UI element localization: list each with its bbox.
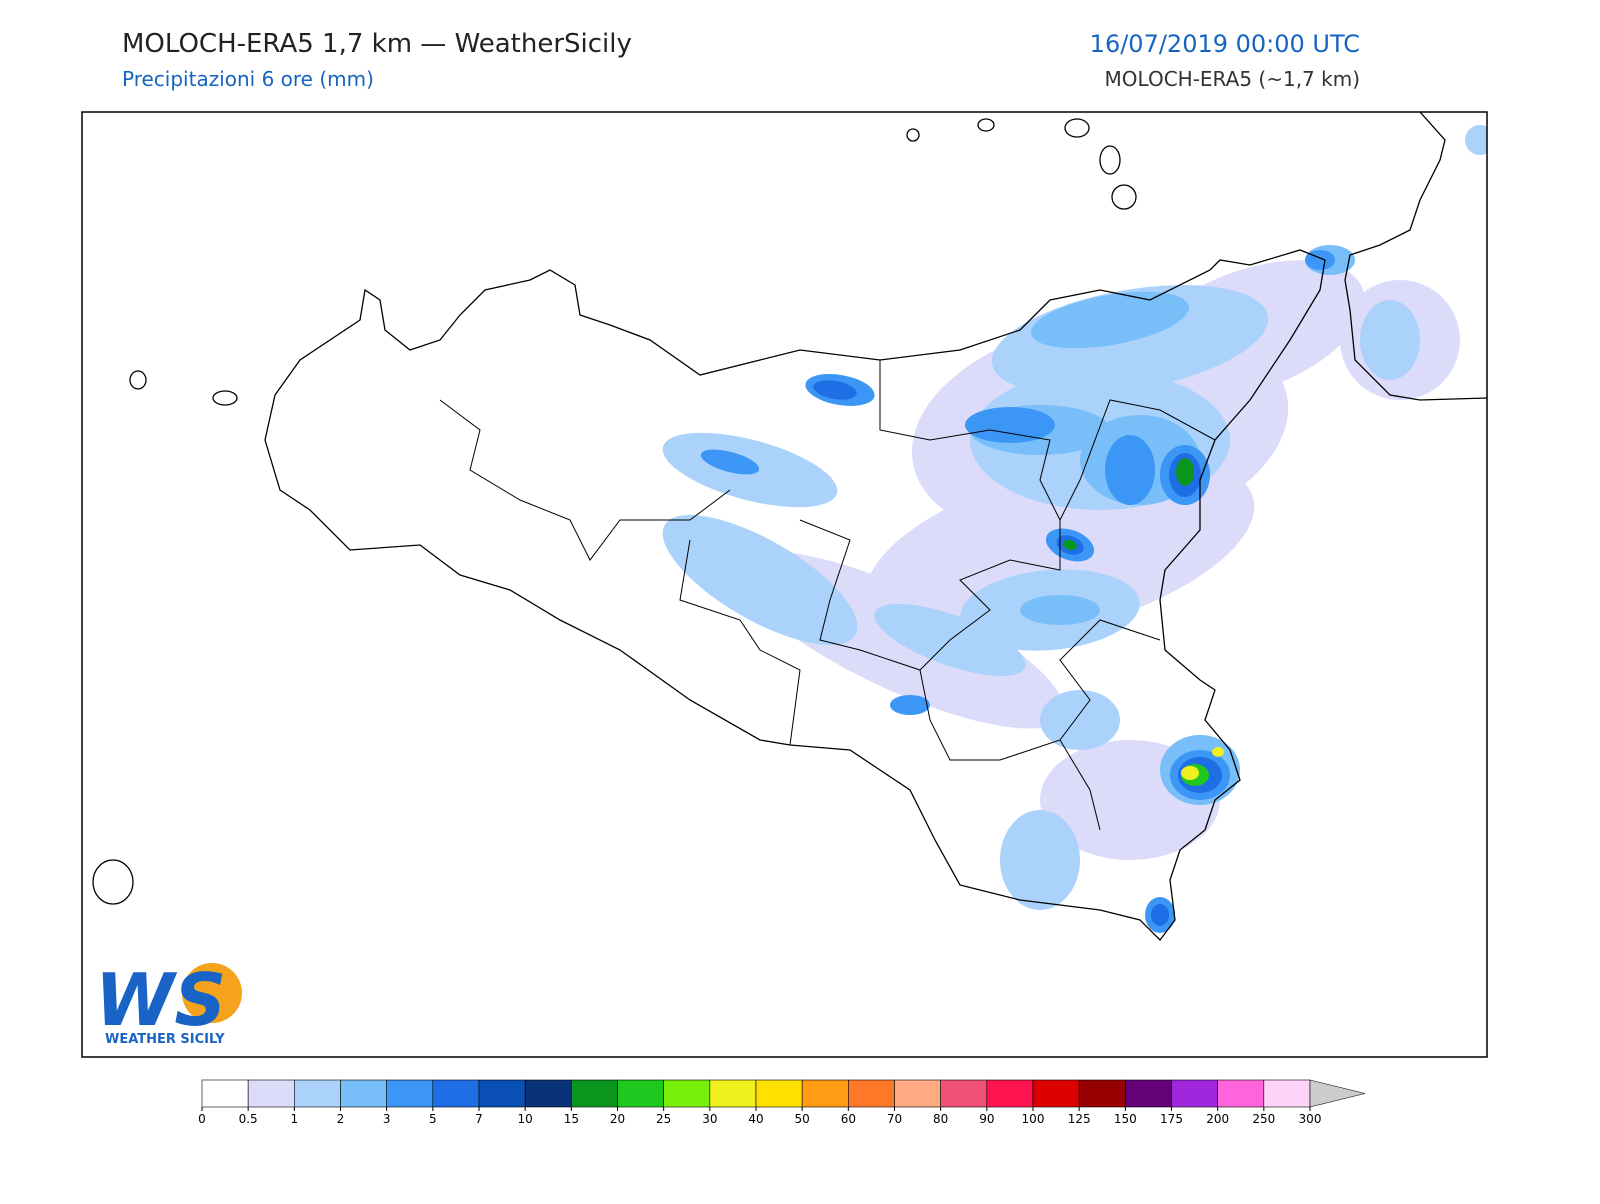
colorbar-tick-label: 250 [1252,1112,1275,1126]
precip-patch [1031,291,1189,349]
precip-patch [1465,125,1487,155]
calabria-coast [1344,112,1487,401]
colorbar-tick-label: 5 [429,1112,437,1126]
colorbar-tick-label: 0 [198,1112,206,1126]
island [1099,145,1121,175]
precip-patch [1181,766,1199,780]
colorbar-bin [940,1079,988,1108]
colorbar-tick-label: 10 [518,1112,533,1126]
colorbar-bin [1125,1079,1172,1108]
colorbar-bin [986,1079,1034,1108]
colorbar-tick-label: 3 [383,1112,391,1126]
colorbar-bin [386,1079,434,1108]
colorbar-tick-label: 80 [933,1112,948,1126]
colorbar-bin [571,1079,618,1108]
colorbar-bin [894,1079,941,1108]
colorbar-tick-label: 0.5 [239,1112,258,1126]
island [906,128,920,142]
colorbar-tick-label: 150 [1114,1112,1137,1126]
map: WS WEATHER SICILY [92,112,1487,1047]
colorbar-bin [1217,1079,1265,1108]
colorbar-bin [1032,1079,1080,1108]
precip-patch [1105,435,1155,505]
model: MOLOCH-ERA5 (~1,7 km) [1105,67,1360,91]
colorbar-bin [1263,1079,1311,1108]
precip-patch [662,515,858,645]
island [1111,184,1137,210]
precip-patch [1360,300,1420,380]
precip-patch [1000,810,1080,910]
island [129,370,147,390]
colorbar-tick-label: 1 [291,1112,299,1126]
precipitation [662,125,1487,933]
province-borders [439,360,1216,831]
colorbar-tick-label: 50 [795,1112,810,1126]
date: 16/07/2019 00:00 UTC [1090,30,1360,58]
island [92,859,134,905]
colorbar-bin [1171,1079,1218,1108]
colorbar-bin [617,1079,664,1108]
colorbar-bin [294,1079,341,1108]
precip-patch [813,380,857,400]
precip-patch [1151,904,1169,926]
colorbar-bin [1078,1079,1126,1108]
subtitle: Precipitazioni 6 ore (mm) [122,67,374,91]
precip-patch [890,695,930,715]
colorbar-tick-label: 30 [702,1112,717,1126]
colorbar-bin [709,1079,757,1108]
colorbar-tick-label: 100 [1022,1112,1045,1126]
coastlines [92,112,1487,941]
precip-patch [1212,747,1224,757]
colorbar-tick-label: 200 [1206,1112,1229,1126]
colorbar-bin [247,1079,295,1108]
precip-patch [965,407,1055,443]
colorbar-bin [201,1079,249,1108]
island [1064,118,1090,138]
colorbar-tick-label: 15 [564,1112,579,1126]
colorbar-tick-label: 40 [748,1112,763,1126]
colorbar-bin [432,1079,480,1108]
colorbar: 0 0.5 1 2 3 5 7 10 15 20 25 30 40 50 60 70 80 90 100 125 150… [198,1079,1366,1126]
colorbar-tick-label: 175 [1160,1112,1183,1126]
colorbar-tick-label: 90 [979,1112,994,1126]
colorbar-bin [340,1079,387,1108]
colorbar-tick-label: 2 [337,1112,345,1126]
colorbar-bin [478,1079,526,1108]
colorbar-bin [755,1079,803,1108]
precip-patch [1040,690,1120,750]
island [212,390,238,406]
colorbar-tick-label: 20 [610,1112,625,1126]
colorbar-tick-label: 7 [475,1112,483,1126]
colorbar-tick-label: 25 [656,1112,671,1126]
map-frame [81,111,1488,1058]
logo-text: WEATHER SICILY [105,1032,225,1047]
title: MOLOCH-ERA5 1,7 km — WeatherSicily [122,29,632,59]
colorbar-tick-label: 300 [1299,1112,1322,1126]
colorbar-bin [524,1079,572,1108]
precip-patch [1020,595,1100,625]
precip-patch [1063,539,1077,551]
colorbar-bin [801,1079,849,1108]
colorbar-tick-label: 70 [887,1112,902,1126]
colorbar-tick-label: 60 [841,1112,856,1126]
colorbar-extension [1309,1079,1366,1108]
colorbar-bin [663,1079,711,1108]
logo-mark: WS [95,958,226,1042]
precip-patch [1305,250,1335,270]
precip-patch [700,449,760,475]
sicily-coast [264,249,1326,941]
logo: WS WEATHER SICILY [95,958,242,1047]
island [977,118,995,132]
logo-sun [182,963,242,1023]
colorbar-tick-label: 125 [1068,1112,1091,1126]
precip-patch [1176,458,1194,486]
colorbar-bin [848,1079,895,1108]
